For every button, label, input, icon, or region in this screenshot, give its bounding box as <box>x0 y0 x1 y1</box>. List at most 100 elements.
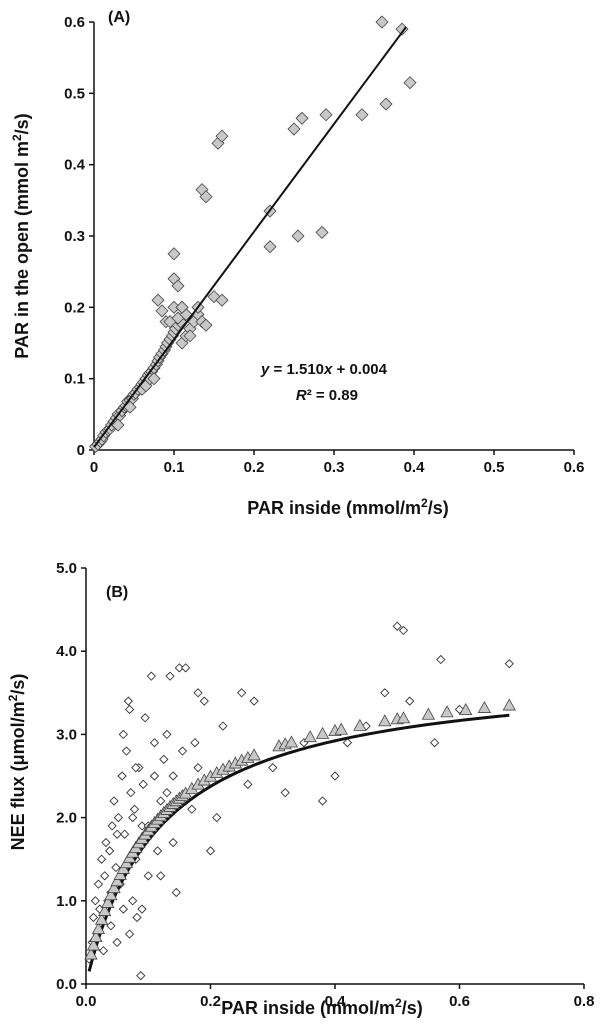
panel-a-data-point <box>403 76 417 90</box>
panel-b-observed-point <box>190 738 200 748</box>
panel-b-observed-point <box>109 796 119 806</box>
panel-b-observed-point <box>117 771 127 781</box>
panel-a-x-tick-label: 0.1 <box>164 459 185 476</box>
panel-b-observed-point <box>118 729 128 740</box>
panel-b-observed-point <box>249 696 259 706</box>
panel-a-label: (A) <box>108 9 130 26</box>
panel-a-data-point <box>215 129 229 143</box>
panel-b-observed-point <box>268 763 278 773</box>
panel-b-observed-point <box>93 879 104 889</box>
panel-b-observed-point <box>149 738 160 748</box>
panel-b-observed-point <box>168 771 178 781</box>
panel-b-modeled-point <box>84 947 98 960</box>
panel-a-data-point <box>155 304 169 318</box>
panel-a-x-tick-label: 0 <box>90 459 98 476</box>
panel-b-x-axis-label: PAR inside (mmol/m2/s) <box>221 996 422 1018</box>
panel-b-x-tick-label: 0.2 <box>200 993 221 1010</box>
panel-b-modeled-point <box>396 711 411 724</box>
panel-a-y-tick-label: 0.5 <box>64 85 85 102</box>
panel-b-observed-point <box>342 738 353 748</box>
panel-a-equation: y = 1.510x + 0.004 <box>260 361 388 378</box>
panel-b-modeled-point <box>502 698 516 711</box>
panel-a-x-tick-label: 0.4 <box>404 459 426 476</box>
panel-b-x-tick-label: 0.4 <box>325 993 347 1010</box>
panel-b-modeled-point <box>247 748 261 761</box>
panel-b-observed-point <box>280 788 290 798</box>
panel-a-data-point <box>167 247 181 261</box>
panel-b-modeled-point <box>440 705 454 718</box>
panel-a-data-point <box>375 15 389 29</box>
panel-b-observed-point <box>107 821 117 831</box>
panel-a-x-tick-label: 0.3 <box>324 459 345 476</box>
panel-b-observed-point <box>121 746 132 756</box>
panel-b-observed-point <box>119 829 130 839</box>
panel-a-y-tick-label: 0.2 <box>64 299 85 316</box>
panel-b-modeled-point <box>477 700 492 713</box>
panel-b-observed-point <box>392 621 402 631</box>
panel-b-observed-point <box>168 837 178 848</box>
panel-a-data-point <box>111 418 125 432</box>
panel-b-observed-point <box>149 771 160 781</box>
panel-b-observed-point <box>113 812 124 823</box>
panel-b-observed-point <box>162 788 172 798</box>
panel-b-y-tick-label: 0.0 <box>56 976 77 993</box>
panel-b-observed-point <box>171 887 181 898</box>
panel-b-observed-point <box>156 796 166 806</box>
panel-b-observed-point <box>180 663 191 673</box>
panel-b-observed-point <box>136 971 146 981</box>
panel-b-observed-point <box>380 688 390 698</box>
panel-b-observed-point <box>152 846 163 856</box>
panel-b-observed-point <box>429 738 440 748</box>
panel-a-data-point <box>199 190 213 204</box>
panel-b-modeled-point <box>378 714 392 727</box>
panel-b-observed-point <box>199 696 209 706</box>
panel-a-y-tick-label: 0 <box>77 442 85 459</box>
panel-b-modeled-point <box>284 735 299 748</box>
panel-a-y-axis-label: PAR in the open (mmol m2/s) <box>10 113 32 358</box>
panel-b-observed-point <box>101 837 111 848</box>
panel-a-data-point <box>355 108 369 122</box>
panel-b-observed-point <box>98 946 109 956</box>
panel-b-observed-point <box>146 671 156 681</box>
panel-b-observed-point <box>193 688 203 698</box>
panel-a-data-point <box>175 300 189 314</box>
panel-b-observed-point <box>123 696 133 706</box>
panel-b-x-tick-label: 0.8 <box>574 993 595 1010</box>
panel-b-observed-point <box>138 779 148 789</box>
panel-b-modeled-point <box>421 707 436 720</box>
panel-a-data-point <box>319 108 333 122</box>
panel-a-data-point <box>171 279 185 293</box>
panel-b-observed-point <box>100 871 110 881</box>
panel-a-data-point <box>147 372 161 386</box>
panel-a-data-point <box>199 318 213 332</box>
panel-b-observed-point <box>317 796 328 806</box>
panel-b-observed-point <box>504 659 514 669</box>
panel-b-modeled-point <box>91 922 106 935</box>
panel-b-modeled-point <box>353 718 367 731</box>
panel-b-observed-point <box>129 804 140 814</box>
panel-b-observed-point <box>88 912 99 923</box>
panel-b-y-tick-label: 1.0 <box>56 893 77 910</box>
panel-a-data-point <box>183 329 197 343</box>
panel-b-modeled-point <box>110 874 124 887</box>
panel-b-observed-point <box>132 912 142 923</box>
panel-b: 0.0 0.2 0.4 0.6 0.8 0.0 1.0 2.0 3.0 4.0 5.0 (B) P… <box>6 560 594 1018</box>
panel-b-observed-point <box>128 812 138 823</box>
panel-a-y-tick-label: 0.4 <box>64 157 86 174</box>
panel-b-modeled-point <box>315 726 330 739</box>
panel-b-observed-point <box>436 654 446 665</box>
panel-b-y-tick-label: 4.0 <box>56 643 77 660</box>
panel-b-observed-point <box>124 704 135 715</box>
panel-b-observed-point <box>124 929 135 939</box>
panel-a-fit-line <box>93 26 407 448</box>
panel-b-label: (B) <box>106 584 128 601</box>
panel-b-observed-point <box>159 754 169 764</box>
panel-b-modeled-point <box>94 912 109 925</box>
panel-b-observed-point <box>90 896 100 906</box>
panel-b-observed-point <box>212 812 222 823</box>
panel-b-observed-point <box>156 871 166 881</box>
panel-b-y-axis-label: NEE flux (μmol/m2/s) <box>6 674 28 851</box>
panel-b-y-tick-label: 2.0 <box>56 810 77 827</box>
panel-b-observed-point <box>137 821 147 831</box>
panel-a: 0 0.1 0.2 0.3 0.4 0.5 0.6 00.10.20.30.40.50.6 … <box>10 9 584 518</box>
